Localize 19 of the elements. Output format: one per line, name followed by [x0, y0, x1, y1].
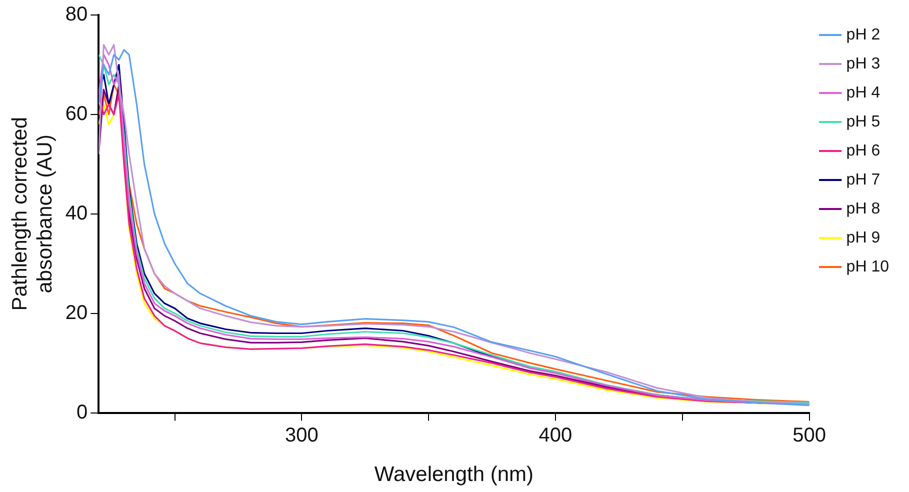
y-tick-label: 80 — [65, 4, 88, 26]
legend-label: pH 4 — [846, 84, 880, 102]
y-tick-label: 0 — [76, 401, 88, 424]
x-tick-label: 500 — [792, 424, 826, 446]
legend-label: pH 3 — [846, 55, 880, 72]
legend-label: pH 5 — [846, 113, 880, 130]
legend-label: pH 9 — [846, 229, 880, 246]
legend-label: pH 6 — [846, 142, 880, 160]
y-tick-label: 60 — [65, 102, 88, 125]
x-tick-label: 400 — [538, 424, 572, 446]
legend-label: pH 10 — [846, 258, 890, 276]
y-tick-label: 20 — [65, 302, 88, 324]
legend-label: pH 7 — [846, 171, 880, 188]
legend-label: pH 2 — [846, 26, 880, 44]
y-tick-label: 40 — [65, 202, 88, 224]
y-axis-title: Pathlength corrected absorbance (AU) — [8, 117, 57, 311]
legend-label: pH 8 — [846, 200, 880, 218]
x-axis-title: Wavelength (nm) — [374, 463, 534, 486]
x-tick-label: 300 — [285, 424, 318, 446]
